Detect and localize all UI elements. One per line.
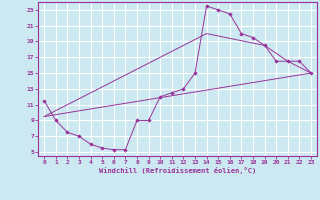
- X-axis label: Windchill (Refroidissement éolien,°C): Windchill (Refroidissement éolien,°C): [99, 167, 256, 174]
